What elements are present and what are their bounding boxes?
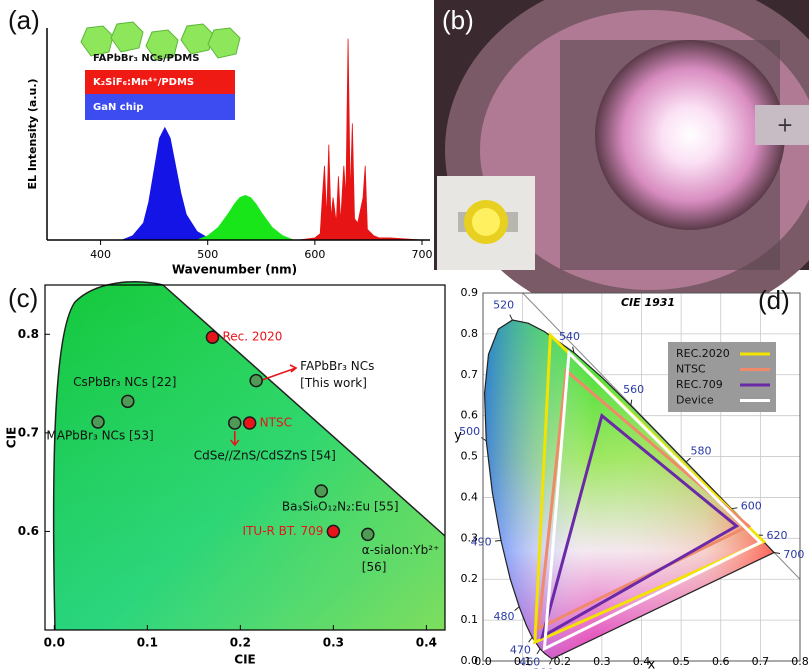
legend-label: NTSC [676, 363, 706, 376]
arrow [262, 365, 296, 380]
wavelength-label: 620 [766, 529, 787, 542]
y-tick-label: 0.7 [461, 368, 479, 381]
y-tick-label: 0.2 [461, 572, 479, 585]
x-axis-label: CIE [234, 653, 255, 667]
x-tick-label: 0.3 [593, 655, 611, 668]
y-tick-label: 0.3 [461, 531, 479, 544]
x-tick-label: 0.8 [791, 655, 809, 668]
legend-label: REC.709 [676, 378, 723, 391]
x-tick-label: 0.6 [712, 655, 730, 668]
nanocrystal [181, 24, 213, 54]
wavelength-label: 480 [493, 610, 514, 623]
inset-label: K₂SiF₆:Mn⁴⁺/PDMS [93, 77, 194, 88]
data-point [122, 395, 134, 407]
inset-label: GaN chip [93, 102, 143, 113]
point-label: α-sialon:Yb²⁺ [362, 543, 440, 557]
panel-label: (a) [8, 5, 40, 35]
y-tick-label: 0.7 [18, 425, 39, 439]
wavelength-label: 500 [459, 425, 480, 438]
point-label: CsPbBr₃ NCs [22] [73, 375, 176, 389]
y-tick-label: 0.8 [461, 327, 479, 340]
point-label: NTSC [260, 416, 292, 430]
point-label: CdSe//ZnS/CdSZnS [54] [194, 449, 336, 463]
point-label: MAPbBr₃ NCs [53] [46, 429, 153, 443]
y-axis-label: y [454, 429, 462, 444]
svg-text:+: + [777, 113, 794, 137]
wavelength-label: 580 [691, 444, 712, 457]
data-point [229, 417, 241, 429]
wavelength-label: 600 [741, 499, 762, 512]
x-tick-label: 0.1 [514, 655, 532, 668]
legend-label: REC.2020 [676, 347, 730, 360]
x-tick-label: 0.1 [137, 636, 158, 650]
y-tick-label: 0.1 [461, 613, 479, 626]
inset-label: FAPbBr₃ NCs/PDMS [93, 53, 199, 64]
panel-label: (c) [8, 283, 38, 313]
x-tick-label: 0.0 [44, 636, 65, 650]
y-axis-label: CIE [5, 427, 19, 448]
y-tick-label: 0.9 [461, 286, 479, 299]
panel-label: (b) [442, 5, 474, 35]
x-tick-label: 500 [197, 248, 218, 261]
photo: + [434, 0, 809, 325]
point-label: Ba₃Si₆O₁₂N₂:Eu [55] [282, 500, 399, 514]
point-label: ITU-R BT. 709 [243, 524, 324, 538]
y-tick-label: 0.6 [18, 524, 39, 538]
point-label: [This work] [300, 376, 367, 390]
wavelength-label: 700 [783, 548, 804, 561]
x-tick-label: 0.5 [672, 655, 690, 668]
nanocrystal [111, 22, 143, 52]
y-tick-label: 0.0 [461, 654, 479, 667]
x-tick-label: 700 [412, 248, 433, 261]
x-tick-label: 0.7 [752, 655, 770, 668]
legend-label: Device [676, 394, 714, 407]
spectrum-area [299, 39, 422, 240]
data-point [206, 331, 218, 343]
spectrum-area [197, 195, 293, 240]
figure: + 400 500 600 700 Wavenumber (nm) EL Intensit… [0, 0, 809, 669]
data-point [244, 417, 256, 429]
wavelength-label: 560 [623, 383, 644, 396]
chart-title: CIE 1931 [621, 296, 675, 309]
x-axis-label: Wavenumber (nm) [172, 263, 297, 277]
y-tick-label: 0.8 [18, 327, 39, 341]
point-label: [56] [362, 560, 387, 574]
data-point [362, 528, 374, 540]
x-tick-label: 0.4 [416, 636, 437, 650]
nanocrystal [81, 26, 113, 56]
nanocrystal [208, 28, 240, 58]
data-point [327, 525, 339, 537]
x-tick-label: 400 [90, 248, 111, 261]
y-tick-label: 0.4 [461, 490, 479, 503]
y-axis-label: EL Intensity (a.u.) [26, 78, 39, 189]
data-point [92, 416, 104, 428]
data-point [250, 375, 262, 387]
point-label: Rec. 2020 [222, 330, 282, 344]
x-tick-label: 0.3 [323, 636, 344, 650]
wavelength-label: 540 [559, 330, 580, 343]
x-tick-label: 0.2 [230, 636, 251, 650]
y-tick-label: 0.6 [461, 409, 479, 422]
wavelength-label: 520 [493, 299, 514, 312]
x-tick-label: 600 [304, 248, 325, 261]
x-axis-label: x [648, 658, 656, 669]
x-tick-label: 0.2 [554, 655, 572, 668]
y-tick-label: 0.5 [461, 450, 479, 463]
data-point [315, 485, 327, 497]
panel-label: (d) [758, 285, 790, 315]
point-label: FAPbBr₃ NCs [300, 359, 374, 373]
spectrum-area [122, 128, 218, 240]
